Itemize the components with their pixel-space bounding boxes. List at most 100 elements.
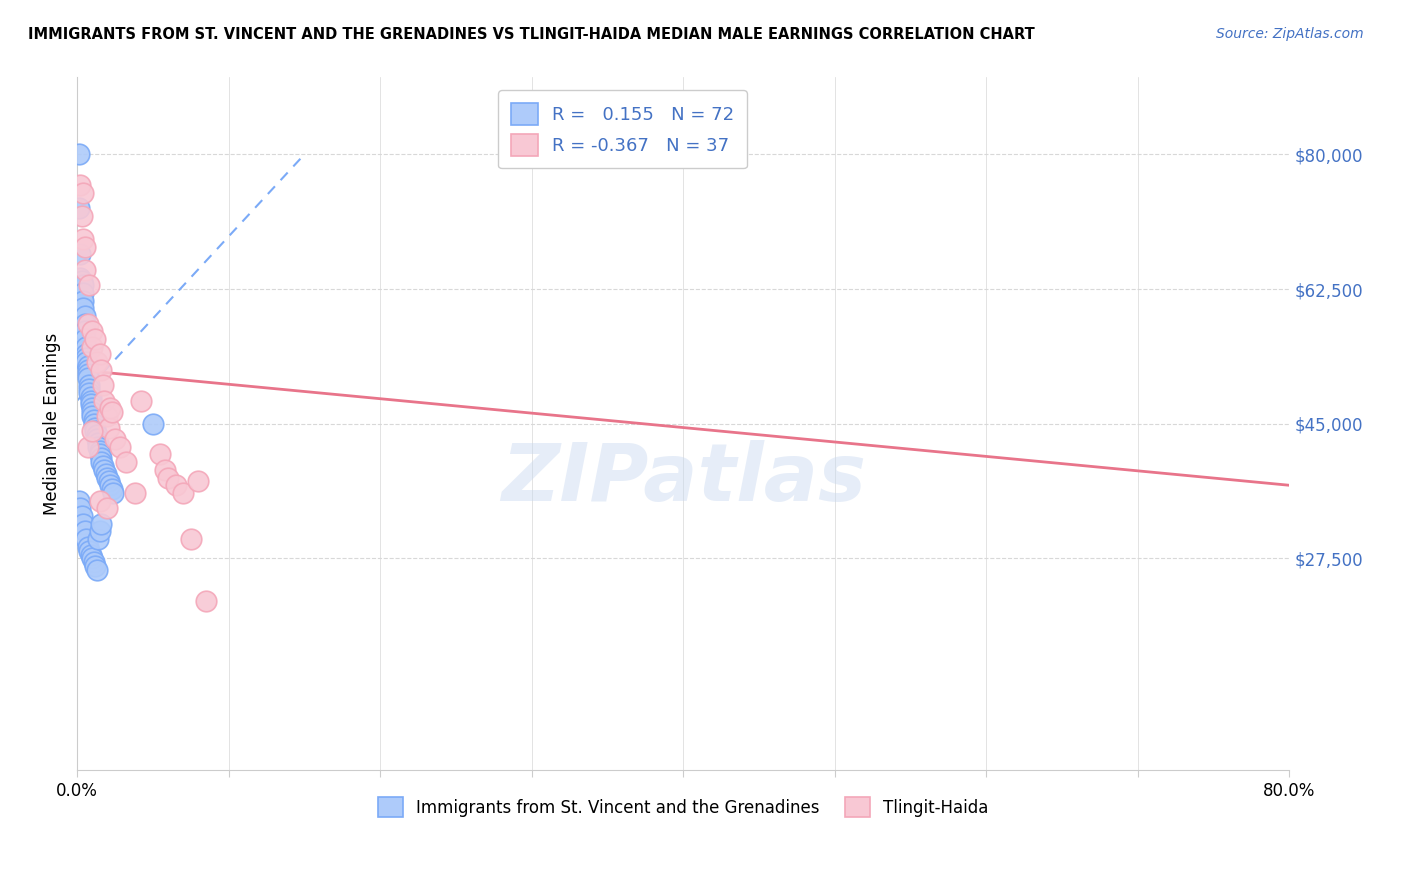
Point <box>73 332 96 346</box>
Point <box>165 478 187 492</box>
Point <box>96 470 118 484</box>
Point <box>82 551 104 566</box>
Point <box>75 347 97 361</box>
Point <box>91 378 114 392</box>
Point <box>82 425 104 439</box>
Point <box>142 417 165 431</box>
Point <box>72 301 94 316</box>
Point <box>101 405 124 419</box>
Point <box>72 293 94 308</box>
Point <box>84 332 107 346</box>
Point <box>80 393 103 408</box>
Point <box>72 516 94 531</box>
Point <box>84 420 107 434</box>
Point <box>108 440 131 454</box>
Point <box>69 270 91 285</box>
Point <box>97 475 120 489</box>
Point <box>72 278 94 293</box>
Point <box>67 493 90 508</box>
Point <box>77 382 100 396</box>
Point <box>76 370 98 384</box>
Point <box>180 532 202 546</box>
Point <box>77 278 100 293</box>
Point <box>69 178 91 193</box>
Point <box>87 436 110 450</box>
Point <box>70 509 93 524</box>
Point <box>70 282 93 296</box>
Point <box>90 455 112 469</box>
Point <box>72 285 94 300</box>
Point <box>80 397 103 411</box>
Point <box>76 367 98 381</box>
Y-axis label: Median Male Earnings: Median Male Earnings <box>44 333 60 515</box>
Point <box>73 262 96 277</box>
Point <box>97 420 120 434</box>
Point <box>75 340 97 354</box>
Point <box>83 417 105 431</box>
Point <box>80 548 103 562</box>
Point <box>82 340 104 354</box>
Point <box>73 240 96 254</box>
Point <box>77 378 100 392</box>
Point <box>77 386 100 401</box>
Point <box>104 432 127 446</box>
Point <box>91 458 114 473</box>
Point <box>87 440 110 454</box>
Point <box>89 443 111 458</box>
Point <box>70 209 93 223</box>
Point <box>93 463 115 477</box>
Text: ZIPatlas: ZIPatlas <box>501 440 866 518</box>
Point <box>124 486 146 500</box>
Point <box>103 486 125 500</box>
Point <box>82 409 104 423</box>
Point <box>96 409 118 423</box>
Point <box>69 301 91 316</box>
Point <box>72 186 94 200</box>
Text: IMMIGRANTS FROM ST. VINCENT AND THE GRENADINES VS TLINGIT-HAIDA MEDIAN MALE EARN: IMMIGRANTS FROM ST. VINCENT AND THE GREN… <box>28 27 1035 42</box>
Point <box>101 482 124 496</box>
Point <box>73 317 96 331</box>
Point <box>67 278 90 293</box>
Point <box>67 201 90 215</box>
Point <box>70 285 93 300</box>
Point <box>80 390 103 404</box>
Point <box>89 448 111 462</box>
Point <box>187 475 209 489</box>
Point <box>75 355 97 369</box>
Point <box>83 555 105 569</box>
Point <box>82 401 104 416</box>
Legend: Immigrants from St. Vincent and the Grenadines, Tlingit-Haida: Immigrants from St. Vincent and the Gren… <box>371 790 995 824</box>
Point <box>84 559 107 574</box>
Point <box>90 516 112 531</box>
Point <box>76 363 98 377</box>
Point <box>76 540 98 554</box>
Point <box>72 232 94 246</box>
Point <box>84 425 107 439</box>
Point <box>73 524 96 539</box>
Text: Source: ZipAtlas.com: Source: ZipAtlas.com <box>1216 27 1364 41</box>
Point <box>77 543 100 558</box>
Point <box>83 413 105 427</box>
Point <box>90 451 112 466</box>
Point <box>76 359 98 373</box>
Point <box>153 463 176 477</box>
Point <box>70 274 93 288</box>
Point <box>89 347 111 361</box>
Point <box>89 524 111 539</box>
Point <box>75 532 97 546</box>
Point <box>76 317 98 331</box>
Point <box>69 501 91 516</box>
Point <box>82 324 104 338</box>
Point <box>86 432 108 446</box>
Point <box>94 467 117 481</box>
Point <box>87 532 110 546</box>
Point <box>76 440 98 454</box>
Point <box>75 351 97 366</box>
Point <box>114 455 136 469</box>
Point <box>194 593 217 607</box>
Point <box>67 147 90 161</box>
Point <box>156 470 179 484</box>
Point <box>100 478 122 492</box>
Point <box>73 324 96 338</box>
Point <box>96 501 118 516</box>
